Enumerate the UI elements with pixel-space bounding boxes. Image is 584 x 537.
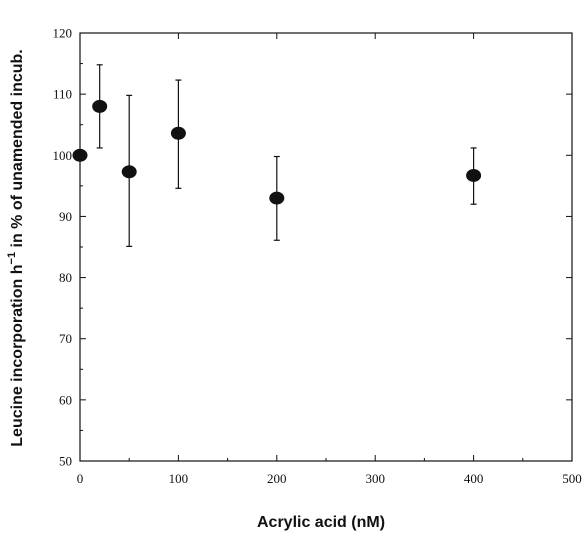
error-bars	[96, 64, 477, 247]
y-axis-title-suffix: in % of unamended incub.	[9, 49, 26, 252]
y-tick-label: 100	[53, 148, 73, 163]
x-tick-label: 200	[267, 471, 287, 486]
y-axis-title-prefix: Leucine incorporation h	[9, 264, 26, 446]
plot-frame	[79, 32, 573, 462]
tick-labels: 50 60 70 80 90 100 110 120 0 100 200 300 400 500	[53, 26, 582, 487]
y-tick-label: 70	[59, 331, 72, 346]
data-point	[170, 126, 186, 140]
data-point	[92, 99, 108, 113]
y-tick-label: 120	[53, 26, 73, 41]
y-axis-title-superscript: −1	[6, 252, 18, 265]
y-tick-label: 90	[59, 209, 72, 224]
y-tick-label: 50	[59, 454, 72, 469]
x-tick-label: 0	[77, 471, 84, 486]
x-tick-label: 100	[169, 471, 189, 486]
data-point	[121, 165, 137, 179]
y-tick-label: 110	[53, 87, 72, 102]
x-tick-label: 500	[562, 471, 582, 486]
y-axis-title: Leucine incorporation h−1 in % of unamen…	[6, 49, 26, 446]
data-point	[72, 148, 88, 162]
x-axis-title: Acrylic acid (nM)	[257, 514, 385, 531]
y-tick-label: 60	[59, 392, 72, 407]
x-tick-label: 400	[464, 471, 484, 486]
data-point	[466, 168, 482, 182]
x-tick-label: 300	[365, 471, 385, 486]
y-tick-label: 80	[59, 270, 72, 285]
axes	[79, 32, 573, 462]
data-point	[269, 191, 285, 205]
data-points	[72, 99, 482, 205]
